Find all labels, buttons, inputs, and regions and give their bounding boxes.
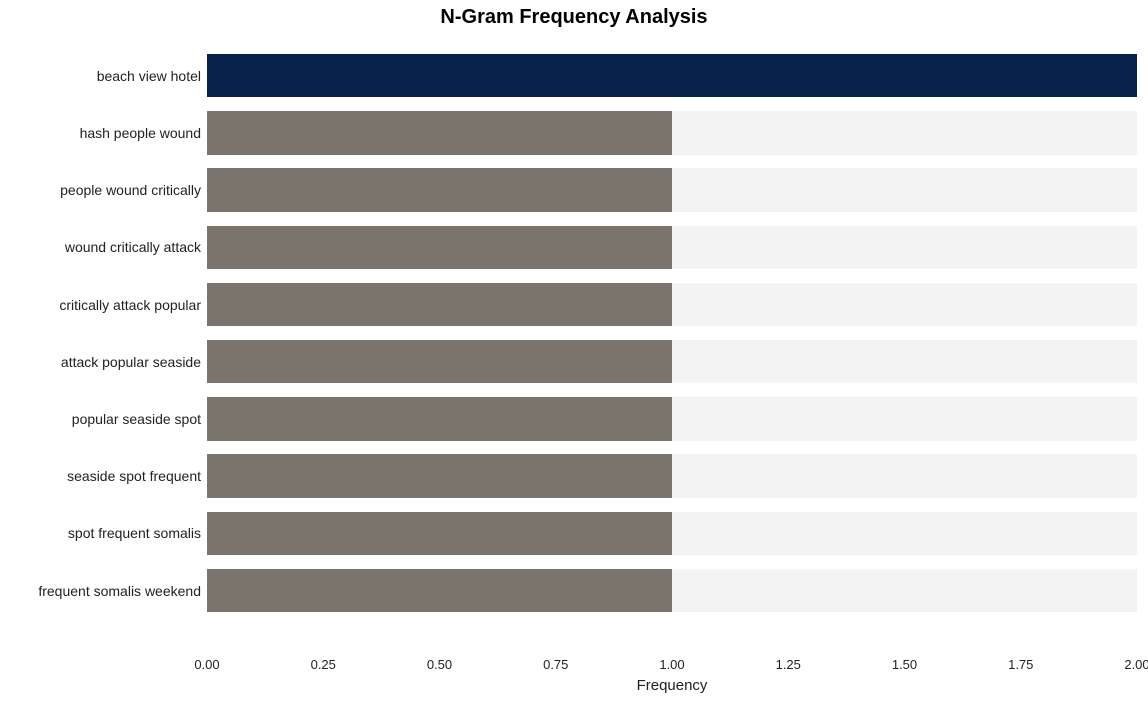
x-tick-label: 1.50 (892, 657, 917, 672)
x-tick-label: 0.25 (311, 657, 336, 672)
bar (207, 512, 672, 555)
y-tick-label: wound critically attack (65, 239, 201, 255)
x-tick-label: 1.25 (776, 657, 801, 672)
bar (207, 54, 1137, 97)
y-tick-label: seaside spot frequent (67, 468, 201, 484)
y-tick-label: popular seaside spot (72, 411, 201, 427)
y-tick-label: hash people wound (80, 125, 201, 141)
y-tick-label: critically attack popular (59, 297, 201, 313)
x-tick-label: 2.00 (1124, 657, 1148, 672)
bar (207, 226, 672, 269)
y-tick-label: beach view hotel (97, 68, 201, 84)
y-tick-label: attack popular seaside (61, 354, 201, 370)
bar (207, 397, 672, 440)
bar (207, 168, 672, 211)
bar (207, 283, 672, 326)
y-tick-label: frequent somalis weekend (38, 583, 201, 599)
ngram-chart: N-Gram Frequency Analysis beach view hot… (0, 0, 1148, 701)
x-tick-label: 0.75 (543, 657, 568, 672)
plot-area (207, 35, 1137, 645)
y-tick-label: spot frequent somalis (68, 525, 201, 541)
x-tick-label: 1.00 (659, 657, 684, 672)
y-tick-label: people wound critically (60, 182, 201, 198)
bar (207, 340, 672, 383)
bar (207, 454, 672, 497)
x-tick-label: 1.75 (1008, 657, 1033, 672)
bar (207, 569, 672, 612)
bar (207, 111, 672, 154)
chart-title: N-Gram Frequency Analysis (0, 6, 1148, 29)
x-axis-title: Frequency (207, 677, 1137, 694)
x-tick-label: 0.00 (194, 657, 219, 672)
x-tick-label: 0.50 (427, 657, 452, 672)
